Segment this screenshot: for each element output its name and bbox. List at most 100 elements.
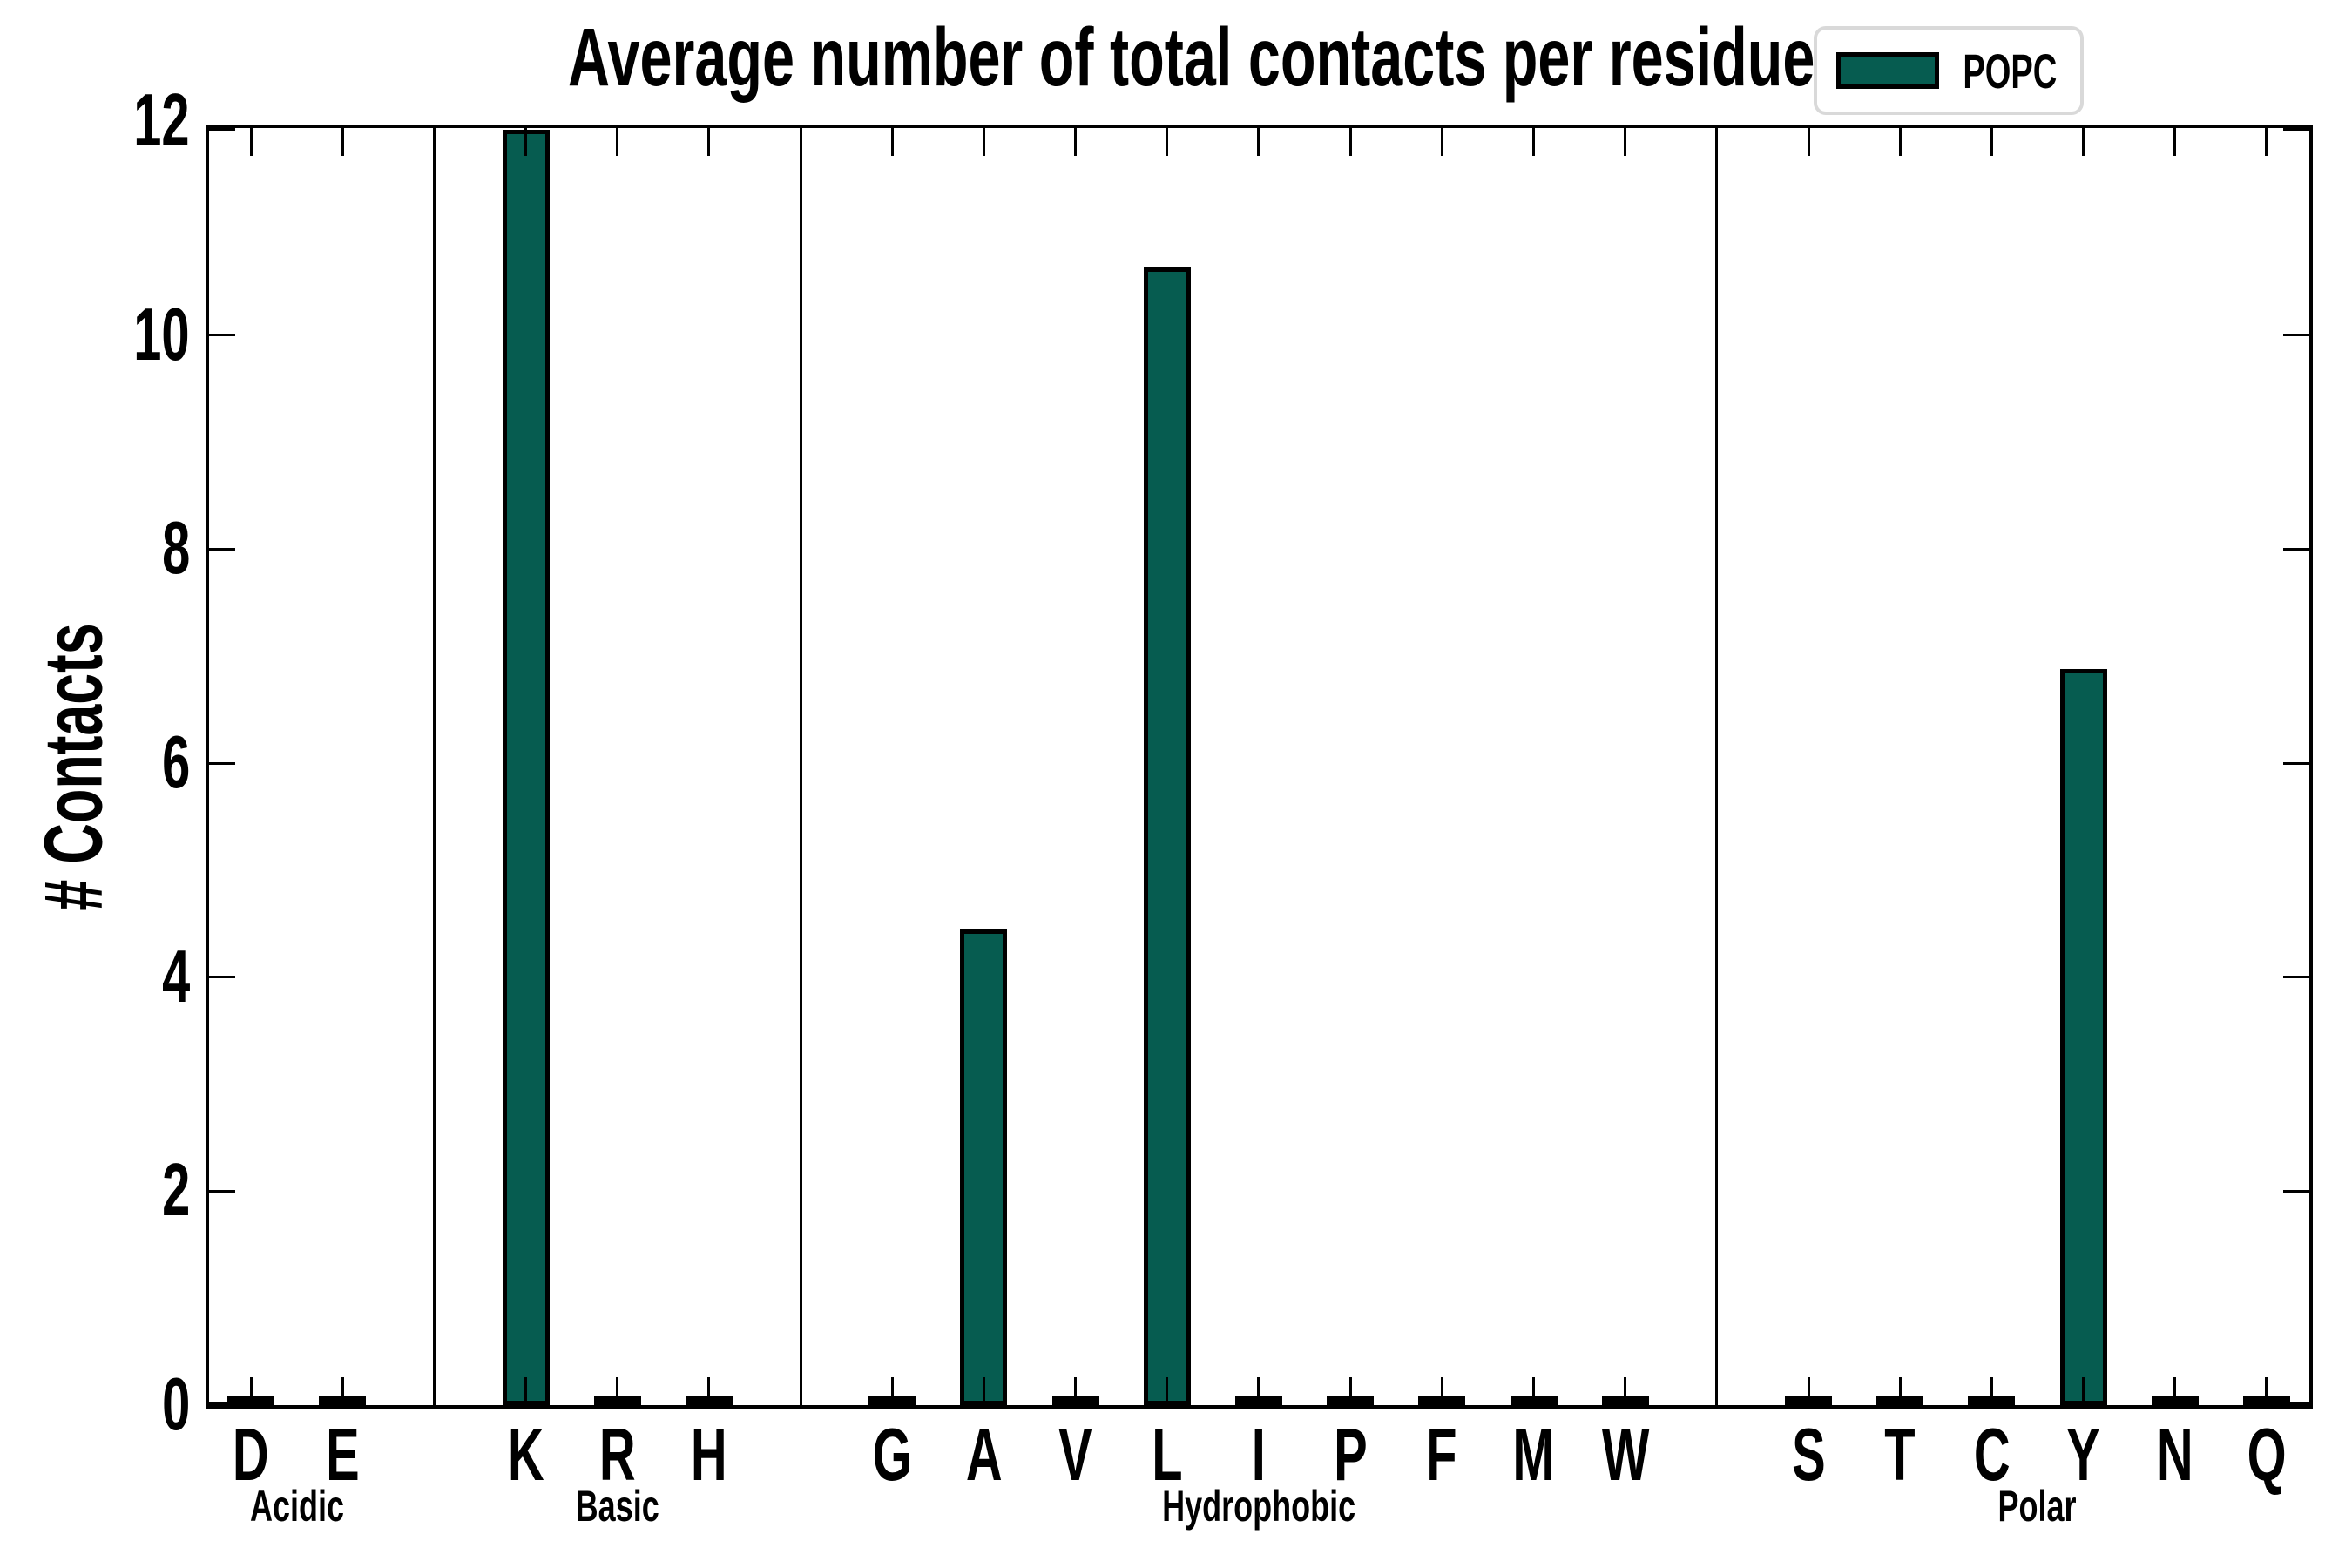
x-tick-label-I: I [1251, 1414, 1267, 1497]
x-tick-bottom-Q [2265, 1377, 2268, 1405]
y-tick-right-10 [2283, 334, 2309, 337]
x-tick-top-D [249, 128, 253, 156]
x-tick-bottom-V [1074, 1377, 1078, 1405]
x-tick-bottom-G [890, 1377, 894, 1405]
x-tick-label-H: H [691, 1414, 727, 1497]
y-tick-left-2 [209, 1189, 235, 1193]
x-tick-top-H [707, 128, 711, 156]
x-tick-label-P: P [1333, 1414, 1368, 1497]
x-tick-top-I [1257, 128, 1260, 156]
x-tick-top-M [1532, 128, 1536, 156]
x-tick-bottom-D [249, 1377, 253, 1405]
group-label-Acidic: Acidic [249, 1482, 344, 1531]
group-separator [1715, 128, 1719, 1405]
x-tick-top-E [341, 128, 344, 156]
x-tick-bottom-R [616, 1377, 619, 1405]
y-tick-left-10 [209, 334, 235, 337]
x-tick-bottom-P [1348, 1377, 1352, 1405]
x-tick-bottom-K [524, 1377, 528, 1405]
y-tick-left-12 [209, 128, 235, 131]
y-tick-right-2 [2283, 1189, 2309, 1193]
y-tick-right-0 [2283, 1402, 2309, 1405]
x-tick-bottom-N [2173, 1377, 2177, 1405]
y-tick-right-12 [2283, 128, 2309, 131]
x-tick-top-G [890, 128, 894, 156]
y-tick-label-6: 6 [161, 721, 190, 804]
y-tick-left-4 [209, 976, 235, 979]
y-tick-label-4: 4 [161, 935, 190, 1018]
bar-A [960, 929, 1008, 1405]
x-tick-label-D: D [233, 1414, 269, 1497]
legend: POPC [1814, 26, 2084, 115]
x-tick-top-S [1807, 128, 1810, 156]
x-tick-bottom-C [1990, 1377, 1993, 1405]
x-tick-bottom-H [707, 1377, 711, 1405]
x-tick-bottom-A [982, 1377, 985, 1405]
x-tick-label-C: C [1973, 1414, 2011, 1497]
x-tick-label-W: W [1601, 1414, 1649, 1497]
x-tick-top-Q [2265, 128, 2268, 156]
y-tick-left-8 [209, 547, 235, 551]
x-tick-top-F [1440, 128, 1443, 156]
y-tick-right-8 [2283, 547, 2309, 551]
y-tick-left-6 [209, 761, 235, 765]
x-tick-bottom-W [1624, 1377, 1627, 1405]
x-tick-top-N [2173, 128, 2177, 156]
x-tick-top-K [524, 128, 528, 156]
x-tick-label-K: K [507, 1414, 544, 1497]
group-label-Polar: Polar [1997, 1482, 2078, 1531]
x-tick-bottom-I [1257, 1377, 1260, 1405]
x-tick-label-R: R [598, 1414, 636, 1497]
x-tick-top-P [1348, 128, 1352, 156]
y-tick-right-6 [2283, 761, 2309, 765]
legend-label: POPC [1939, 43, 2080, 99]
x-tick-label-E: E [325, 1414, 360, 1497]
x-tick-label-A: A [965, 1414, 1003, 1497]
x-tick-top-A [982, 128, 985, 156]
x-tick-label-G: G [872, 1414, 912, 1497]
chart-title: Average number of total contacts per res… [206, 12, 2313, 104]
x-tick-bottom-T [1898, 1377, 1902, 1405]
x-tick-top-Y [2082, 128, 2085, 156]
plot-area [206, 125, 2313, 1409]
group-label-Basic: Basic [575, 1482, 659, 1531]
group-separator [799, 128, 802, 1405]
bar-L [1143, 267, 1191, 1405]
x-tick-bottom-L [1166, 1377, 1169, 1405]
x-tick-top-T [1898, 128, 1902, 156]
x-tick-label-T: T [1884, 1414, 1916, 1497]
x-tick-bottom-E [341, 1377, 344, 1405]
x-tick-top-V [1074, 128, 1078, 156]
x-tick-top-C [1990, 128, 1993, 156]
bar-Y [2059, 669, 2107, 1405]
legend-label-text: POPC [1963, 43, 2057, 98]
group-label-Hydrophobic: Hydrophobic [1161, 1482, 1355, 1531]
y-tick-right-4 [2283, 976, 2309, 979]
group-separator [432, 128, 436, 1405]
y-tick-label-2: 2 [161, 1149, 190, 1233]
x-tick-bottom-F [1440, 1377, 1443, 1405]
y-tick-left-0 [209, 1402, 235, 1405]
x-tick-top-R [616, 128, 619, 156]
x-tick-label-N: N [2156, 1414, 2193, 1497]
x-tick-bottom-M [1532, 1377, 1536, 1405]
x-tick-label-V: V [1058, 1414, 1092, 1497]
legend-swatch [1836, 52, 1939, 89]
bar-K [502, 130, 550, 1405]
x-tick-label-L: L [1152, 1414, 1183, 1497]
x-tick-label-S: S [1791, 1414, 1826, 1497]
x-tick-label-Q: Q [2247, 1414, 2287, 1497]
x-tick-bottom-Y [2082, 1377, 2085, 1405]
y-tick-label-10: 10 [133, 293, 190, 376]
y-tick-label-12: 12 [133, 79, 190, 162]
x-tick-top-W [1624, 128, 1627, 156]
y-tick-label-0: 0 [161, 1363, 190, 1446]
x-tick-label-M: M [1512, 1414, 1555, 1497]
x-tick-label-Y: Y [2066, 1414, 2100, 1497]
x-tick-top-L [1166, 128, 1169, 156]
x-tick-bottom-S [1807, 1377, 1810, 1405]
chart-title-text: Average number of total contacts per res… [568, 11, 1950, 104]
y-tick-label-8: 8 [161, 507, 190, 591]
x-tick-label-F: F [1426, 1414, 1457, 1497]
